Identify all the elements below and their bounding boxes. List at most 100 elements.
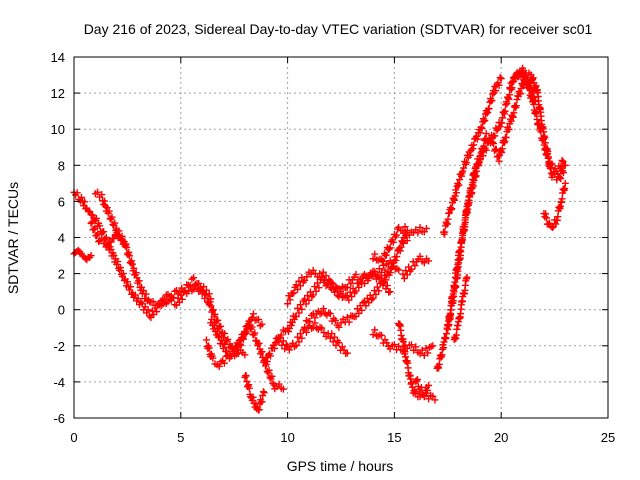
data-point [207,302,215,310]
data-point [296,301,304,309]
data-point [93,188,101,196]
data-point [329,338,337,346]
data-point [429,392,437,400]
y-axis-label: SDTVAR / TECUs [5,182,21,294]
series-sat-h [241,372,268,414]
data-point [205,344,213,352]
data-point [84,207,92,215]
series-sat-r [412,375,433,400]
data-point [476,155,484,163]
data-point [484,108,492,116]
data-point [385,245,393,253]
data-point [389,238,397,246]
data-point [510,109,518,117]
data-point [352,270,360,278]
y-tick-label: -6 [53,411,65,426]
data-point [111,219,119,227]
data-point [429,342,437,350]
data-point [285,346,293,354]
data-point [494,152,502,160]
data-point [290,343,298,351]
data-point [411,262,419,270]
data-point [386,244,394,252]
data-point [529,87,537,95]
data-point [419,390,427,398]
data-point [337,319,345,327]
data-point [255,339,263,347]
data-point [529,74,537,82]
data-point [87,219,95,227]
data-point [331,333,339,341]
data-point [161,298,169,306]
data-point [452,189,460,197]
data-point [89,211,97,219]
data-point [466,151,474,159]
data-point [412,343,420,351]
data-point [312,287,320,295]
data-point [516,89,524,97]
data-point [501,107,509,115]
data-point [416,252,424,260]
data-point [481,116,489,124]
data-point [372,290,380,298]
data-point [546,219,554,227]
series-sat-g [202,336,249,370]
data-point [345,296,353,304]
data-point [369,255,377,263]
data-point [348,293,356,301]
data-point [249,393,257,401]
data-point [425,343,433,351]
data-point [301,276,309,284]
data-point [259,388,267,396]
data-point [318,324,326,332]
y-tick-label: 4 [58,231,65,246]
data-point [311,314,319,322]
series-sat-f [207,310,266,360]
data-point [493,126,501,134]
data-point [414,229,422,237]
data-point [73,189,81,197]
data-point [526,79,534,87]
data-point [510,78,518,86]
x-tick-label: 20 [494,430,508,445]
data-point [413,377,421,385]
data-point [403,237,411,245]
y-tick-label: -4 [53,375,65,390]
data-point [206,298,214,306]
data-point [498,145,506,153]
data-point [302,328,310,336]
data-point [213,327,221,335]
data-point [202,336,210,344]
data-point [295,309,303,317]
data-point [301,323,309,331]
data-point [100,228,108,236]
data-point [318,273,326,281]
data-point [343,349,351,357]
data-point [90,225,98,233]
data-point [309,291,317,299]
data-point [241,351,249,359]
series-sat-o [399,252,433,282]
data-point [220,359,228,367]
data-point [506,91,514,99]
data-point [92,214,100,222]
data-point [88,218,96,226]
data-point [101,197,109,205]
data-point [548,224,556,232]
data-point [315,284,323,292]
data-point [134,295,142,303]
data-point [558,195,566,203]
data-point [255,315,263,323]
series-sat-m [369,223,409,266]
chart-title: Day 216 of 2023, Sidereal Day-to-day VTE… [84,21,593,37]
data-point [542,214,550,222]
series-sat-w [506,64,539,105]
data-point [217,322,225,330]
data-point [128,260,136,268]
data-point [368,296,376,304]
series-sat-x [540,179,569,232]
data-point [319,268,327,276]
data-point [345,318,353,326]
data-point [93,232,101,240]
data-point [123,278,131,286]
